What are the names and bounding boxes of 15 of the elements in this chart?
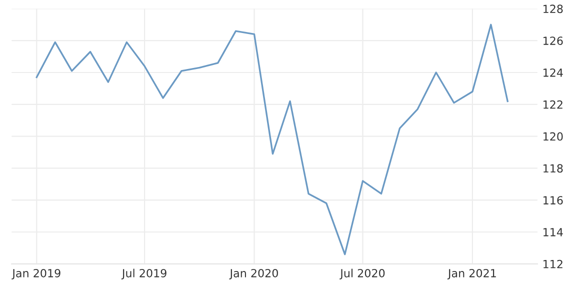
y-tick-label: 116: [544, 196, 563, 204]
y-tick-label: 128: [544, 4, 563, 14]
line-series: [36, 24, 508, 256]
y-tick-label: 112: [544, 260, 562, 268]
x-tick-label: Jan 2021: [447, 268, 496, 280]
y-tick-label: 114: [544, 228, 563, 236]
x-tick-label: Jul 2019: [121, 268, 166, 280]
y-tick-label: 122: [544, 100, 562, 109]
y-tick-label: 124: [544, 68, 563, 77]
x-tick-label: Jan 2020: [229, 268, 278, 280]
x-tick-label: Jul 2020: [340, 268, 385, 280]
y-tick-label: 126: [544, 36, 563, 45]
x-tick-label: Jan 2019: [12, 268, 60, 280]
y-tick-label: 120: [544, 132, 563, 141]
y-tick-label: 118: [544, 164, 563, 173]
